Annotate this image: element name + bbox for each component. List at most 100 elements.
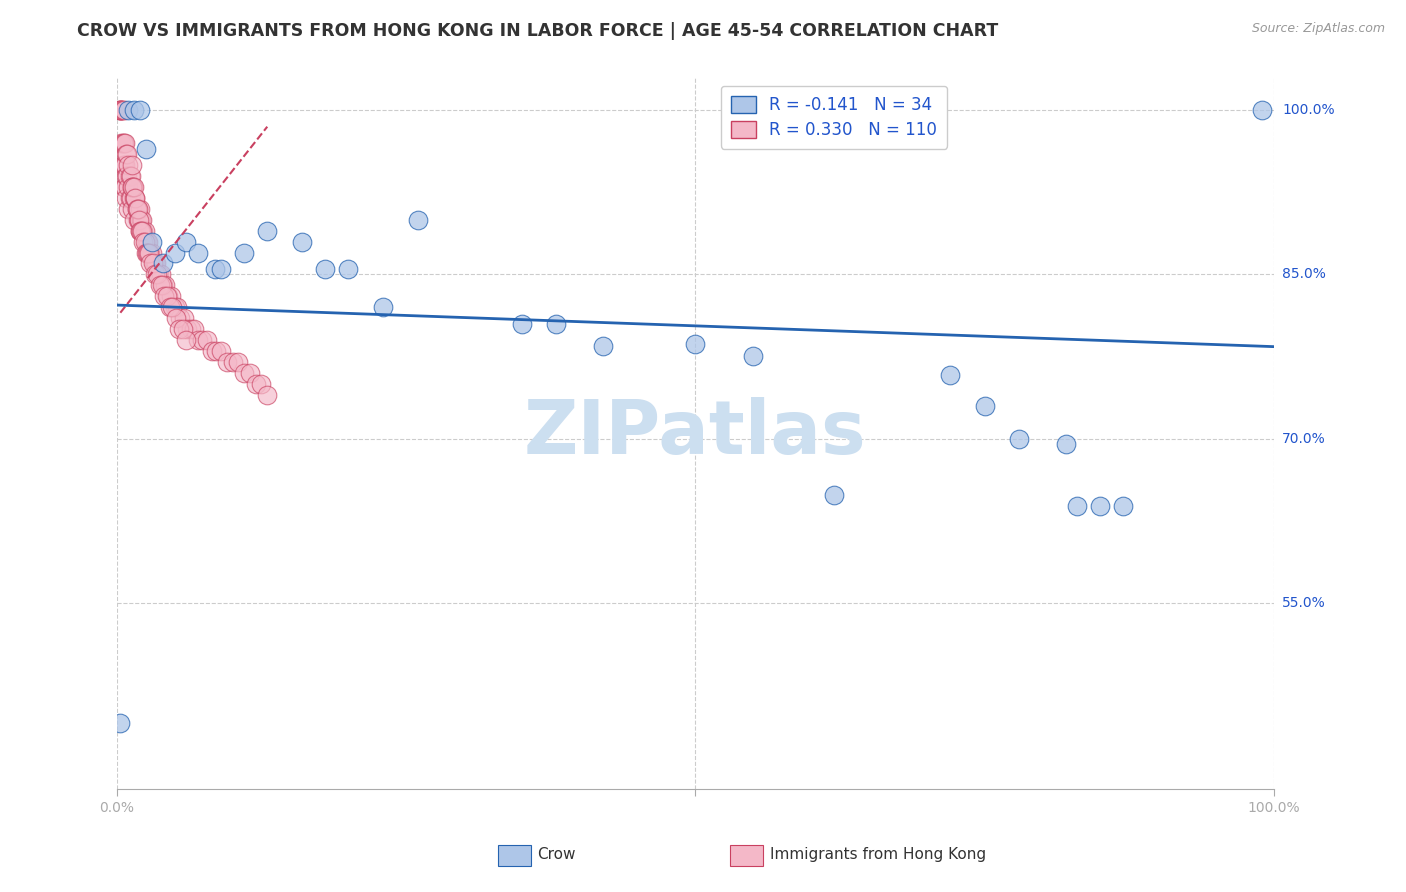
Point xyxy=(155,289,177,303)
Point xyxy=(191,333,214,347)
Point xyxy=(117,103,139,118)
Point xyxy=(120,191,142,205)
Point xyxy=(1008,432,1031,446)
Text: ZIPatlas: ZIPatlas xyxy=(524,397,866,469)
Point xyxy=(117,179,139,194)
Point xyxy=(143,256,166,270)
Point xyxy=(110,716,132,731)
Point xyxy=(115,191,138,205)
Point xyxy=(174,235,197,249)
Point xyxy=(174,333,197,347)
Point xyxy=(163,245,186,260)
Point xyxy=(138,245,160,260)
Point xyxy=(173,311,195,326)
Point xyxy=(510,317,533,331)
Point xyxy=(111,136,134,150)
Point xyxy=(160,289,183,303)
Point xyxy=(159,300,181,314)
Point xyxy=(153,289,176,303)
Point xyxy=(121,202,143,216)
Point xyxy=(1251,103,1274,118)
Point xyxy=(233,366,256,380)
Point xyxy=(132,235,155,249)
Point xyxy=(201,344,224,359)
Point xyxy=(112,103,135,118)
Point xyxy=(172,322,194,336)
Point xyxy=(166,300,188,314)
Point xyxy=(1112,500,1135,514)
Point xyxy=(209,344,232,359)
Point xyxy=(129,212,152,227)
Point xyxy=(122,103,145,118)
Point xyxy=(120,169,142,183)
Point xyxy=(136,245,159,260)
Point xyxy=(163,300,186,314)
Point xyxy=(146,268,169,282)
Point xyxy=(209,262,232,277)
Point xyxy=(180,322,202,336)
Point xyxy=(141,235,163,249)
Point xyxy=(162,300,184,314)
Point xyxy=(371,300,394,314)
Point xyxy=(546,317,568,331)
Point xyxy=(114,136,136,150)
Text: Crow: Crow xyxy=(537,847,575,862)
Point xyxy=(142,256,165,270)
Point xyxy=(122,191,145,205)
Point xyxy=(187,245,209,260)
Point xyxy=(152,278,174,293)
Point xyxy=(114,179,136,194)
Point xyxy=(245,376,267,391)
Point xyxy=(110,103,132,118)
Point xyxy=(124,191,146,205)
Point xyxy=(233,245,256,260)
Point xyxy=(142,256,165,270)
Point xyxy=(129,224,152,238)
Point xyxy=(131,224,153,238)
Point xyxy=(128,212,150,227)
Point xyxy=(110,103,132,118)
Point xyxy=(134,224,156,238)
Point xyxy=(204,262,226,277)
Point xyxy=(1090,500,1112,514)
Point xyxy=(117,169,139,183)
Point xyxy=(143,268,166,282)
Text: CROW VS IMMIGRANTS FROM HONG KONG IN LABOR FORCE | AGE 45-54 CORRELATION CHART: CROW VS IMMIGRANTS FROM HONG KONG IN LAB… xyxy=(77,22,998,40)
Point xyxy=(221,355,243,369)
Point xyxy=(155,278,177,293)
Point xyxy=(149,268,172,282)
Point xyxy=(256,224,278,238)
Point xyxy=(128,212,150,227)
Point xyxy=(150,278,173,293)
Point xyxy=(148,268,170,282)
Point xyxy=(187,333,209,347)
Point xyxy=(228,355,250,369)
Point xyxy=(291,235,314,249)
Point xyxy=(145,256,167,270)
Point xyxy=(115,147,138,161)
Point xyxy=(125,202,148,216)
Point xyxy=(250,376,273,391)
Point xyxy=(121,179,143,194)
Point xyxy=(1066,500,1088,514)
Point xyxy=(176,322,198,336)
Point xyxy=(112,136,135,150)
Point xyxy=(406,212,429,227)
Point xyxy=(823,488,845,502)
Point xyxy=(127,202,149,216)
Point xyxy=(256,388,278,402)
Point xyxy=(135,142,157,156)
Point xyxy=(129,224,152,238)
Point xyxy=(129,103,152,118)
Point xyxy=(121,158,143,172)
Point xyxy=(117,158,139,172)
Point xyxy=(131,212,153,227)
Point xyxy=(205,344,228,359)
Point xyxy=(135,245,157,260)
Point xyxy=(136,235,159,249)
Point xyxy=(118,191,141,205)
Point xyxy=(122,179,145,194)
Text: 85.0%: 85.0% xyxy=(1282,268,1326,281)
Point xyxy=(122,212,145,227)
Point xyxy=(118,169,141,183)
